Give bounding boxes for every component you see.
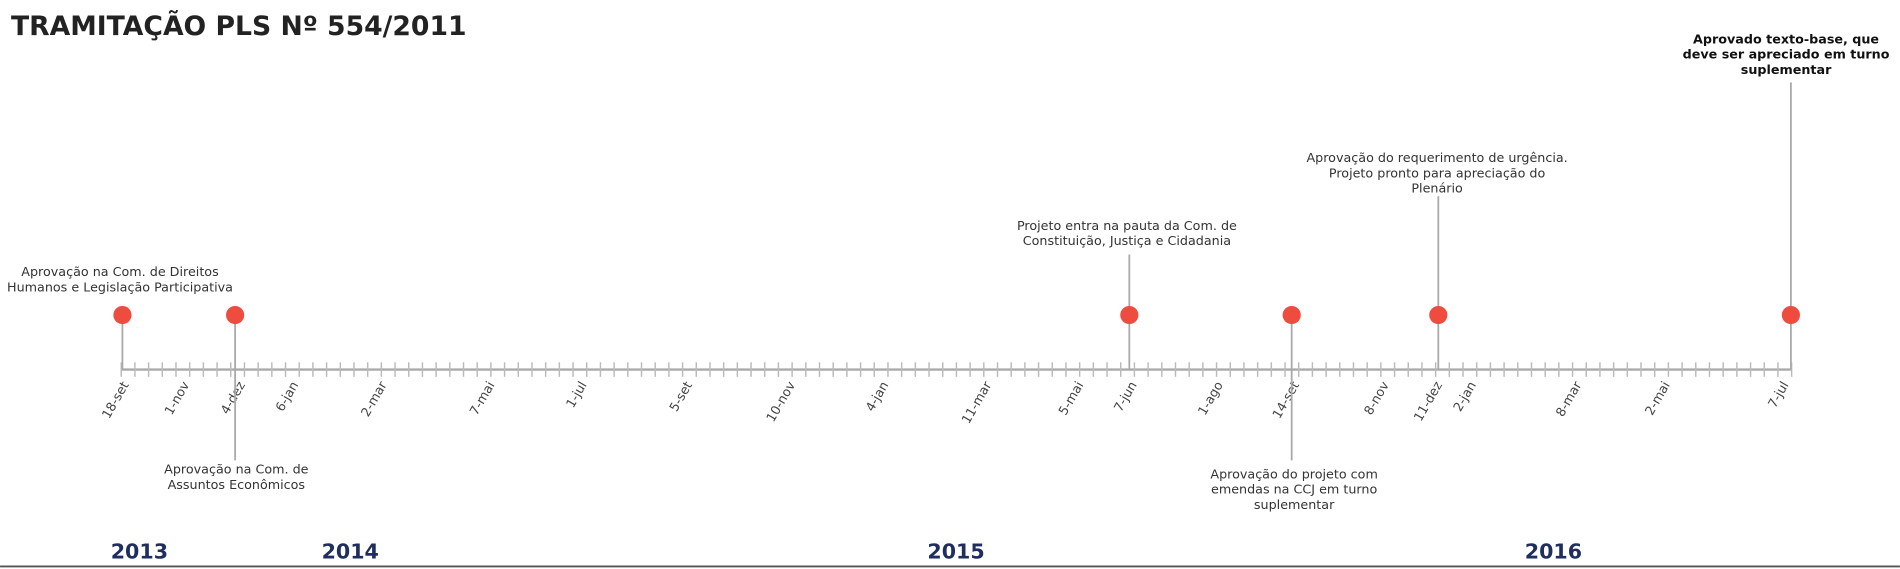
year-label: 2015 xyxy=(927,540,984,564)
event-text: Projeto pronto para apreciação do xyxy=(1329,165,1546,180)
year-label: 2016 xyxy=(1525,540,1582,564)
axis-label: 7-jun xyxy=(1111,379,1140,415)
axis-label: 8-nov xyxy=(1361,378,1392,417)
axis-label: 14-set xyxy=(1269,379,1302,421)
title: TRAMITAÇÃO PLS Nº 554/2011 xyxy=(11,10,467,42)
event-dot xyxy=(226,305,245,325)
event-text: suplementar xyxy=(1741,62,1832,77)
event-text: deve ser apreciado em turno xyxy=(1683,47,1890,62)
axis-label: 2-jan xyxy=(1450,379,1479,414)
axis-label: 1-ago xyxy=(1195,378,1226,417)
axis-label: 2-mai xyxy=(1642,379,1673,418)
axis-label: 6-jan xyxy=(272,379,301,414)
event-text: emendas na CCJ em turno xyxy=(1211,482,1377,497)
axis-label: 4-jan xyxy=(862,379,891,414)
event-text: Plenário xyxy=(1411,181,1463,196)
event-dot xyxy=(1429,305,1448,325)
event-text: Aprovação na Com. de xyxy=(164,462,309,477)
axis-label: 1-jul xyxy=(563,379,590,411)
event-text: Aprovação do requerimento de urgência. xyxy=(1306,150,1567,165)
year-label: 2013 xyxy=(111,540,168,564)
event-dot xyxy=(113,305,132,325)
event-text: suplementar xyxy=(1254,497,1335,512)
axis-label: 11-dez xyxy=(1410,378,1445,423)
axis-label: 18-set xyxy=(99,379,132,421)
axis-label: 10-nov xyxy=(763,378,798,424)
event-text: Aprovação na Com. de Direitos xyxy=(21,264,218,279)
axis-label: 7-jul xyxy=(1765,379,1792,411)
event-dot xyxy=(1282,305,1301,325)
event-dot xyxy=(1781,305,1800,325)
axis-label: 11-mar xyxy=(958,378,994,426)
event-text: Projeto entra na pauta da Com. de xyxy=(1017,218,1237,233)
year-label: 2014 xyxy=(322,540,379,564)
event-text: Assuntos Econômicos xyxy=(168,477,306,492)
event-text: Aprovado texto-base, que xyxy=(1693,31,1879,46)
axis-label: 5-mai xyxy=(1055,379,1086,418)
axis-label: 5-set xyxy=(666,379,695,414)
axis-label: 2-mar xyxy=(358,378,390,419)
axis-label: 8-mar xyxy=(1552,378,1584,419)
event-text: Constituição, Justiça e Cidadania xyxy=(1023,233,1231,248)
axis-label: 7-mai xyxy=(466,379,497,418)
axis-label: 1-nov xyxy=(161,378,192,417)
event-text: Humanos e Legislação Participativa xyxy=(7,279,233,294)
event-text: Aprovação do projeto com xyxy=(1210,466,1377,481)
event-dot xyxy=(1120,305,1139,325)
axis-label: 4-dez xyxy=(217,378,248,416)
